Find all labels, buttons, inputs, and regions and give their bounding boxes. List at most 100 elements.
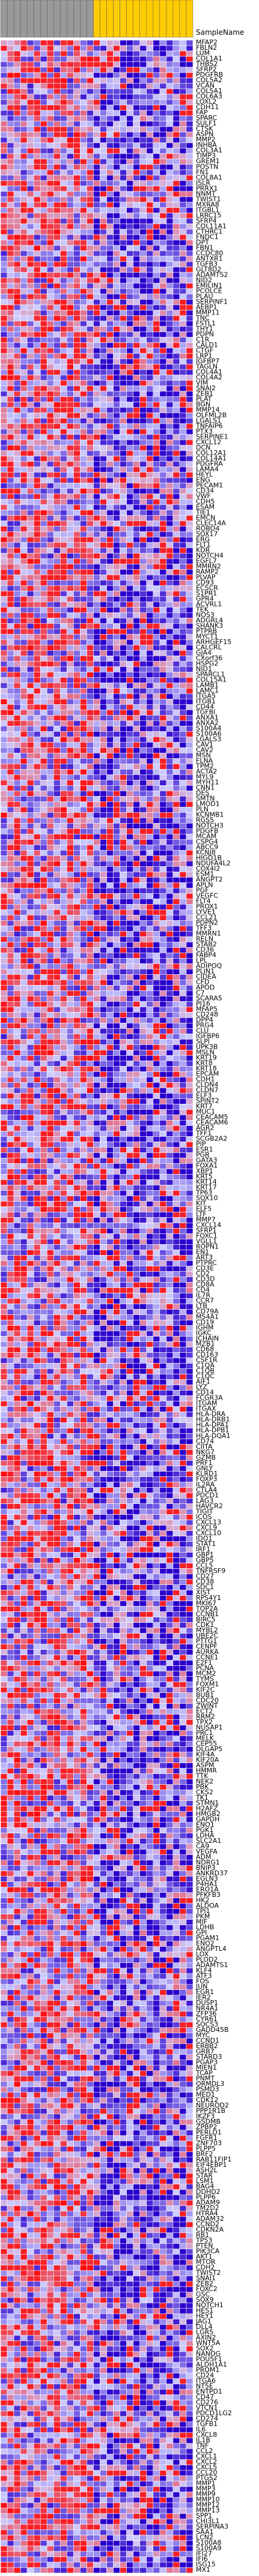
heatmap-cell [13, 385, 21, 392]
heatmap-cell [126, 185, 133, 192]
heatmap-cell [159, 493, 167, 500]
heatmap-cell [172, 520, 180, 527]
heatmap-cell [172, 180, 180, 187]
heatmap-cell [153, 364, 160, 370]
heatmap-cell [53, 137, 61, 143]
heatmap-cell [7, 504, 14, 511]
heatmap-cell [113, 358, 120, 365]
heatmap-cell [120, 299, 127, 305]
heatmap-cell [120, 180, 127, 187]
heatmap-cell [40, 342, 47, 349]
heatmap-cell [80, 196, 87, 203]
heatmap-cell [80, 828, 87, 834]
heatmap-cell [60, 845, 67, 851]
heatmap-cell [133, 877, 141, 883]
heatmap-cell [33, 845, 41, 851]
heatmap-cell [0, 617, 8, 624]
heatmap-cell [40, 872, 47, 878]
heatmap-cell [20, 926, 28, 932]
heatmap-cell [172, 45, 180, 52]
heatmap-cell [87, 148, 94, 154]
heatmap-cell [166, 272, 174, 278]
heatmap-cell [67, 617, 74, 624]
heatmap-cell [139, 774, 147, 780]
heatmap-cell [93, 666, 100, 672]
heatmap-cell [67, 315, 74, 322]
heatmap-cell [20, 563, 28, 570]
heatmap-cell [73, 915, 81, 921]
heatmap-cell [166, 337, 174, 343]
heatmap-cell [120, 698, 127, 705]
heatmap-cell [113, 450, 120, 457]
heatmap-cell [172, 909, 180, 915]
heatmap-cell [53, 634, 61, 640]
heatmap-cell [146, 212, 154, 219]
heatmap-cell [139, 353, 147, 359]
heatmap-cell [87, 623, 94, 629]
heatmap-cell [0, 293, 8, 300]
heatmap-cell [172, 121, 180, 127]
heatmap-cell [113, 94, 120, 100]
heatmap-cell [53, 121, 61, 127]
heatmap-cell [73, 704, 81, 710]
heatmap-cell [46, 671, 54, 678]
heatmap-cell [46, 488, 54, 494]
heatmap-cell [26, 569, 34, 575]
heatmap-cell [87, 671, 94, 678]
heatmap-cell [46, 407, 54, 413]
heatmap-cell [100, 958, 107, 964]
heatmap-cell [106, 547, 114, 554]
heatmap-cell [159, 926, 167, 932]
heatmap-cell [67, 747, 74, 753]
heatmap-cell [73, 121, 81, 127]
heatmap-cell [159, 763, 167, 770]
heatmap-cell [100, 223, 107, 230]
heatmap-cell [53, 482, 61, 489]
heatmap-cell [93, 623, 100, 629]
heatmap-cell [146, 40, 154, 46]
heatmap-cell [113, 256, 120, 262]
heatmap-cell [126, 202, 133, 208]
heatmap-cell [100, 50, 107, 57]
heatmap-cell [100, 61, 107, 68]
heatmap-cell [73, 644, 81, 651]
heatmap-cell [80, 369, 87, 376]
heatmap-cell [87, 266, 94, 273]
heatmap-cell [179, 153, 187, 160]
heatmap-cell [87, 342, 94, 349]
heatmap-cell [60, 299, 67, 305]
heatmap-cell [153, 56, 160, 62]
heatmap-cell [172, 239, 180, 246]
heatmap-cell [113, 926, 120, 932]
heatmap-cell [0, 364, 8, 370]
heatmap-cell [67, 88, 74, 95]
heatmap-cell [26, 574, 34, 581]
heatmap-cell [93, 542, 100, 548]
heatmap-cell [126, 229, 133, 235]
heatmap-cell [53, 639, 61, 645]
heatmap-cell [106, 553, 114, 559]
heatmap-cell [179, 834, 187, 840]
heatmap-cell [113, 293, 120, 300]
heatmap-cell [33, 834, 41, 840]
heatmap-cell [0, 72, 8, 79]
heatmap-cell [146, 99, 154, 106]
heatmap-cell [53, 245, 61, 251]
heatmap-cell [179, 493, 187, 500]
heatmap-cell [53, 212, 61, 219]
heatmap-cell [172, 277, 180, 284]
heatmap-cell [46, 56, 54, 62]
heatmap-cell [20, 277, 28, 284]
heatmap-cell [13, 418, 21, 424]
heatmap-cell [166, 326, 174, 332]
heatmap-cell [153, 866, 160, 872]
heatmap-cell [133, 455, 141, 462]
heatmap-cell [139, 768, 147, 775]
heatmap-cell [46, 509, 54, 516]
heatmap-cell [126, 617, 133, 624]
heatmap-cell [172, 714, 180, 721]
heatmap-cell [113, 315, 120, 322]
heatmap-cell [80, 304, 87, 311]
heatmap-cell [146, 477, 154, 484]
heatmap-cell [60, 709, 67, 716]
